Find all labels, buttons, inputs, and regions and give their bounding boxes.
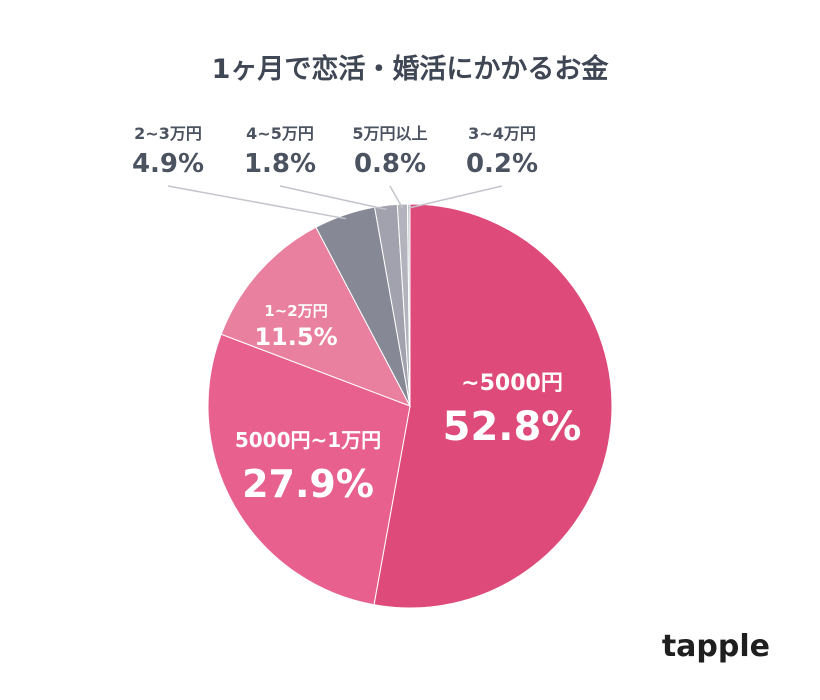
pie-slice [220,226,412,407]
leader-line [389,185,404,209]
slice-category-label: 3~4万円 [468,124,536,143]
leader-line [408,185,503,209]
slice-value-label: 4.9% [132,149,204,179]
slice-category-label: 5万円以上 [352,124,427,143]
slice-category-label: 5000円~1万円 [235,428,381,452]
tapple-logo: tapple [662,629,770,664]
pie-slice [406,203,411,407]
slice-labels: ~5000円 52.8% 5000円~1万円 27.9% 1~2万円 11.5% 2~3万円… [132,124,581,506]
pie-slice [373,203,613,609]
leader-lines [167,185,503,220]
slice-value-label: 0.2% [466,149,538,179]
slice-value-label: 11.5% [254,323,337,351]
leader-line [279,185,387,211]
slice-category-label: 2~3万円 [134,124,202,143]
pie-slices [207,203,613,609]
slice-value-label: 1.8% [244,149,316,179]
slice-category-label: 4~5万円 [246,124,314,143]
pie-slice [207,333,411,606]
leader-line [167,185,346,220]
slice-value-label: 0.8% [354,149,426,179]
slice-value-label: 27.9% [242,462,374,506]
slice-value-label: 52.8% [443,404,582,450]
slice-category-label: ~5000円 [461,371,563,396]
slice-category-label: 1~2万円 [264,302,327,320]
chart-title: 1ヶ月で恋活・婚活にかかるお金 [212,53,610,85]
